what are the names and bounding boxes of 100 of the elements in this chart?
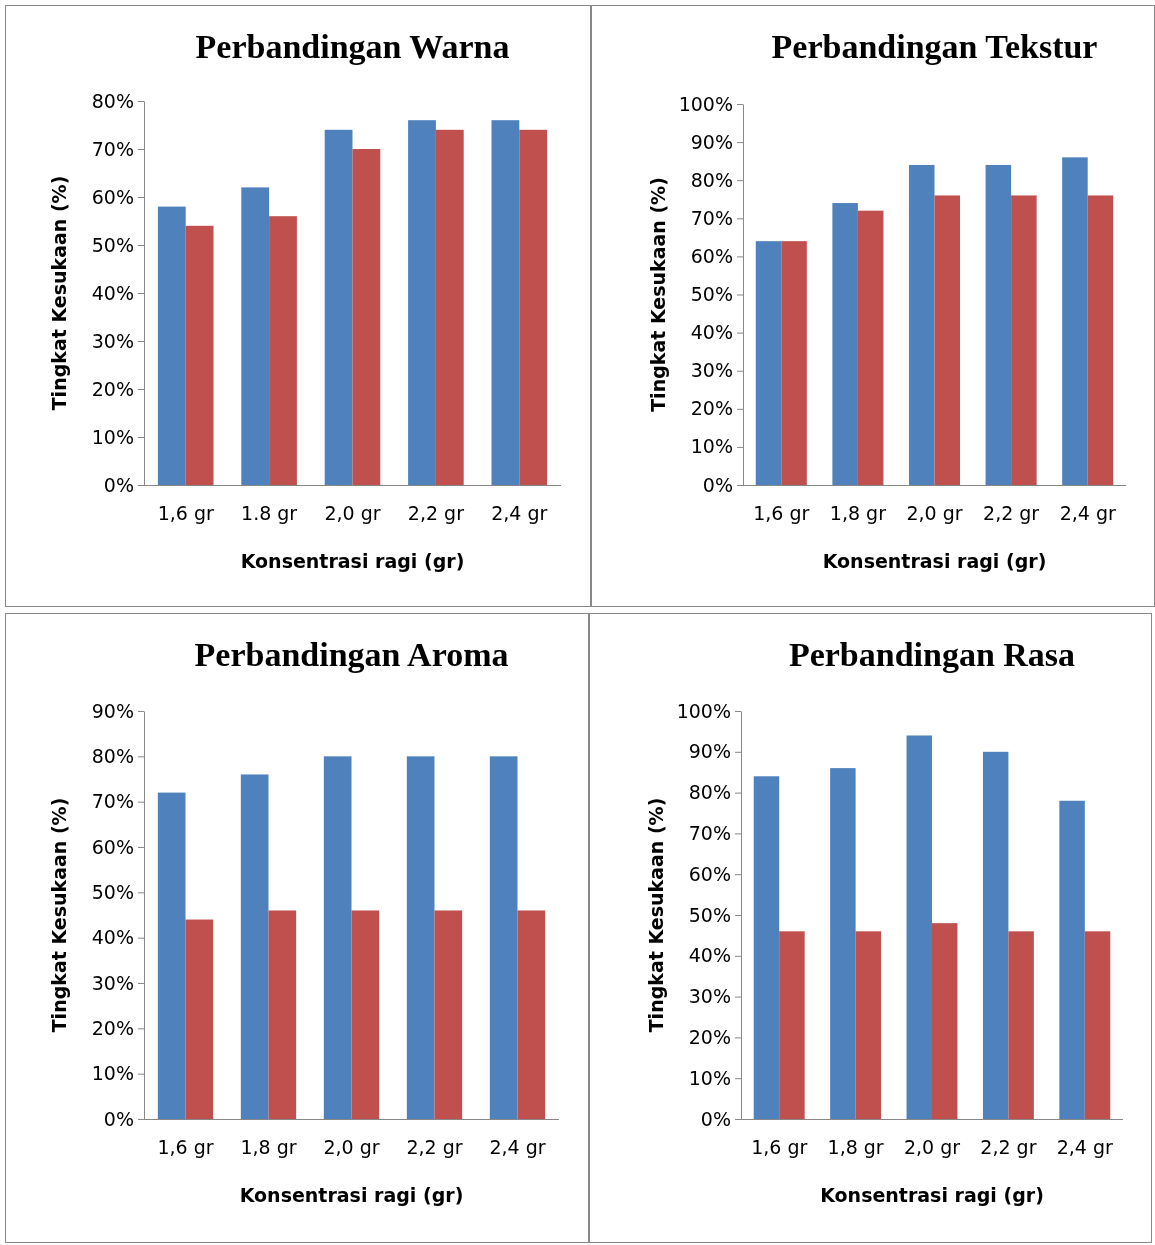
bar	[1008, 931, 1034, 1119]
y-tick-label: 30%	[91, 971, 134, 994]
y-tick-label: 60%	[91, 835, 134, 858]
bar	[269, 216, 297, 485]
bar	[157, 792, 186, 1119]
y-tick-label: 30%	[91, 329, 134, 352]
x-tick-label: 2,4 gr	[1056, 1136, 1114, 1159]
y-tick-label: 90%	[91, 699, 134, 722]
x-tick-label: 1,6 gr	[751, 1136, 808, 1159]
y-tick-label: 80%	[688, 781, 731, 804]
x-tick-label: 2,4 gr	[491, 502, 548, 525]
bar	[324, 129, 353, 485]
y-tick-label: 80%	[690, 168, 733, 191]
y-tick-label: 60%	[688, 862, 731, 885]
y-tick-label: 50%	[91, 880, 134, 903]
bar	[1084, 931, 1111, 1119]
bar	[491, 120, 520, 485]
x-tick-label: 2,2 gr	[406, 1136, 463, 1159]
bar	[932, 923, 958, 1119]
x-axis-title: Konsentrasi ragi (gr)	[820, 1184, 1044, 1206]
bar	[830, 768, 856, 1119]
x-axis-title: Konsentrasi ragi (gr)	[239, 1184, 464, 1206]
x-axis-title: Konsentrasi ragi (gr)	[240, 550, 465, 572]
bar	[406, 756, 435, 1119]
y-tick-label: 80%	[91, 744, 134, 767]
y-tick-label: 40%	[91, 281, 134, 304]
y-tick-label: 70%	[91, 137, 134, 160]
x-tick-label: 1,6 gr	[157, 1136, 214, 1159]
y-tick-label: 0%	[103, 1107, 134, 1130]
chart-title: Perbandingan Rasa	[788, 636, 1076, 673]
bar	[517, 910, 546, 1119]
x-tick-label: 2,2 gr	[983, 502, 1040, 525]
bar	[268, 910, 297, 1119]
y-tick-label: 50%	[91, 233, 134, 256]
bar	[185, 225, 214, 485]
bar	[408, 120, 436, 485]
bar	[323, 756, 352, 1119]
y-axis-title: Tingkat Kesukaan (%)	[48, 797, 70, 1033]
bar	[855, 931, 882, 1119]
x-tick-label: 1.8 gr	[241, 502, 298, 525]
bar	[781, 241, 807, 485]
y-tick-label: 70%	[688, 821, 731, 844]
bar	[351, 910, 380, 1119]
bar	[241, 187, 270, 485]
bar	[906, 735, 932, 1119]
x-tick-label: 2,0 gr	[323, 1136, 380, 1159]
y-tick-label: 40%	[91, 926, 134, 949]
chart-title: Perbandingan Tekstur	[771, 28, 1098, 65]
x-tick-label: 2,0 gr	[906, 502, 963, 525]
y-tick-label: 90%	[688, 740, 731, 763]
bar	[240, 774, 269, 1119]
bar	[157, 206, 186, 485]
x-tick-label: 1,6 gr	[157, 502, 214, 525]
y-tick-label: 40%	[690, 321, 733, 344]
x-tick-label: 1,8 gr	[829, 502, 887, 525]
y-tick-label: 0%	[700, 1107, 731, 1130]
y-tick-label: 10%	[688, 1066, 731, 1089]
chart-title: Perbandingan Aroma	[194, 636, 509, 673]
bar	[352, 149, 381, 485]
y-axis-title: Tingkat Kesukaan (%)	[48, 175, 70, 411]
bar	[779, 931, 805, 1119]
y-tick-label: 20%	[91, 1016, 134, 1039]
y-tick-label: 50%	[690, 283, 733, 306]
y-tick-label: 100%	[676, 699, 731, 722]
bar	[185, 919, 214, 1119]
chart-title: Perbandingan Warna	[195, 28, 510, 65]
bar	[435, 129, 464, 485]
x-tick-label: 2,4 gr	[1059, 502, 1116, 525]
y-tick-label: 10%	[91, 1062, 134, 1085]
x-tick-label: 1,6 gr	[753, 502, 810, 525]
y-tick-label: 20%	[91, 377, 134, 400]
bar	[857, 210, 884, 485]
bar	[1059, 800, 1085, 1119]
y-tick-label: 30%	[690, 359, 733, 382]
x-tick-label: 2,0 gr	[903, 1136, 961, 1159]
bar	[1062, 157, 1088, 485]
x-tick-label: 2,2 gr	[407, 502, 465, 525]
x-tick-label: 1,8 gr	[240, 1136, 297, 1159]
y-tick-label: 0%	[103, 473, 134, 496]
y-tick-label: 100%	[678, 92, 733, 115]
bar	[908, 164, 935, 485]
y-tick-label: 20%	[688, 1025, 731, 1048]
bar	[755, 241, 782, 485]
y-tick-label: 70%	[690, 206, 733, 229]
y-tick-label: 0%	[702, 473, 733, 496]
y-tick-label: 20%	[690, 397, 733, 420]
y-tick-label: 50%	[688, 903, 731, 926]
bar	[934, 195, 961, 485]
y-axis-title: Tingkat Kesukaan (%)	[647, 177, 669, 412]
y-tick-label: 10%	[690, 435, 733, 458]
x-tick-label: 1,8 gr	[827, 1136, 884, 1159]
bar	[1087, 195, 1114, 485]
y-tick-label: 90%	[690, 130, 733, 153]
y-tick-label: 80%	[91, 89, 134, 112]
bar	[489, 756, 518, 1119]
x-tick-label: 2,0 gr	[324, 502, 381, 525]
y-tick-label: 70%	[91, 790, 134, 813]
bar	[434, 910, 463, 1119]
bar	[1011, 195, 1037, 485]
y-tick-label: 60%	[690, 244, 733, 267]
